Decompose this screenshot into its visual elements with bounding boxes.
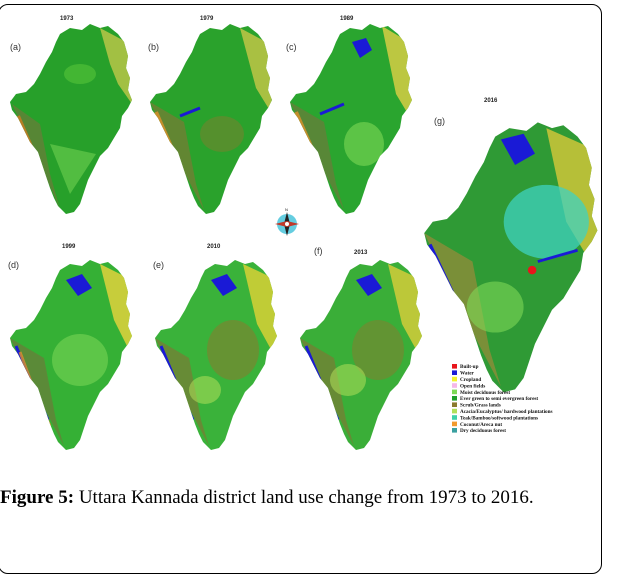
figure-caption: Figure 5: Uttara Kannada district land u…: [0, 486, 590, 510]
compass-north-label: N: [285, 207, 288, 212]
caption-label: Figure 5:: [0, 487, 75, 508]
legend-item: Ever green to semi evergreen forest: [452, 396, 538, 402]
legend-item: Built-up: [452, 364, 479, 370]
panel-year: 1999: [62, 244, 76, 250]
legend-swatch: [452, 428, 457, 433]
panel-year: 1973: [60, 16, 74, 22]
panel-year: 1979: [200, 16, 214, 22]
legend-swatch: [452, 421, 457, 427]
legend-label: Moist deciduous forest: [460, 390, 510, 396]
map-panel-f: (f) 2013: [300, 246, 422, 450]
map-panel-a: (a) 1973: [10, 16, 132, 214]
panel-year: 1989: [340, 16, 354, 22]
legend-label: Water: [460, 371, 475, 377]
legend-swatch: [452, 402, 457, 407]
legend-item: Acacia/Eucalyptus/ hardwood plantations: [452, 408, 553, 415]
legend-swatch: [452, 389, 457, 395]
panel-letter: (g): [434, 116, 445, 126]
legend-swatch: [452, 408, 457, 414]
legend-label: Open fields: [460, 383, 485, 389]
compass-icon: N: [275, 207, 299, 236]
legend-label: Dry deciduous forest: [460, 428, 506, 434]
panel-letter: (c): [286, 42, 297, 52]
panel-year: 2010: [207, 244, 221, 250]
legend-swatch: [452, 383, 457, 388]
legend-swatch: [452, 370, 457, 375]
caption-text: Uttara Kannada district land use change …: [74, 487, 534, 508]
map-panel-b: (b) 1979: [148, 16, 272, 214]
legend-swatch: [452, 396, 457, 401]
legend-swatch: [452, 364, 457, 369]
panel-letter: (e): [153, 260, 164, 270]
legend-item: Coconut/Areca nut: [452, 421, 502, 428]
legend-label: Teak/Bamboo/softwood plantations: [460, 415, 538, 421]
panel-letter: (d): [8, 260, 19, 270]
map-panel-d: (d) 1999: [8, 244, 132, 450]
legend-item: Water: [452, 370, 475, 377]
legend-item: Moist deciduous forest: [452, 389, 510, 396]
legend-label: Built-up: [460, 364, 479, 370]
land-use-map-figure: (a) 1973 (b) 1979 (c) 1989: [8, 16, 598, 450]
panel-letter: (b): [148, 42, 159, 52]
panel-year: 2013: [354, 250, 368, 256]
legend-label: Acacia/Eucalyptus/ hardwood plantations: [460, 409, 553, 415]
panel-letter: (f): [314, 246, 323, 256]
map-panel-e: (e) 2010: [153, 244, 277, 450]
legend-swatch: [452, 415, 457, 420]
map-panel-g: [424, 122, 598, 393]
legend-swatch: [452, 376, 457, 382]
legend-label: Scrub/Grass lands: [460, 403, 501, 409]
map-panel-c: (c) 1989: [286, 16, 412, 214]
legend-item: Teak/Bamboo/softwood plantations: [452, 415, 538, 421]
legend-label: Cropland: [460, 377, 481, 383]
legend-item: Dry deciduous forest: [452, 428, 506, 434]
panel-year: 2016: [484, 98, 498, 104]
legend-item: Open fields: [452, 383, 485, 389]
legend-item: Scrub/Grass lands: [452, 402, 501, 409]
legend-item: Cropland: [452, 376, 481, 383]
legend-label: Ever green to semi evergreen forest: [460, 396, 538, 402]
legend-label: Coconut/Areca nut: [460, 422, 502, 428]
panel-letter: (a): [10, 42, 21, 52]
